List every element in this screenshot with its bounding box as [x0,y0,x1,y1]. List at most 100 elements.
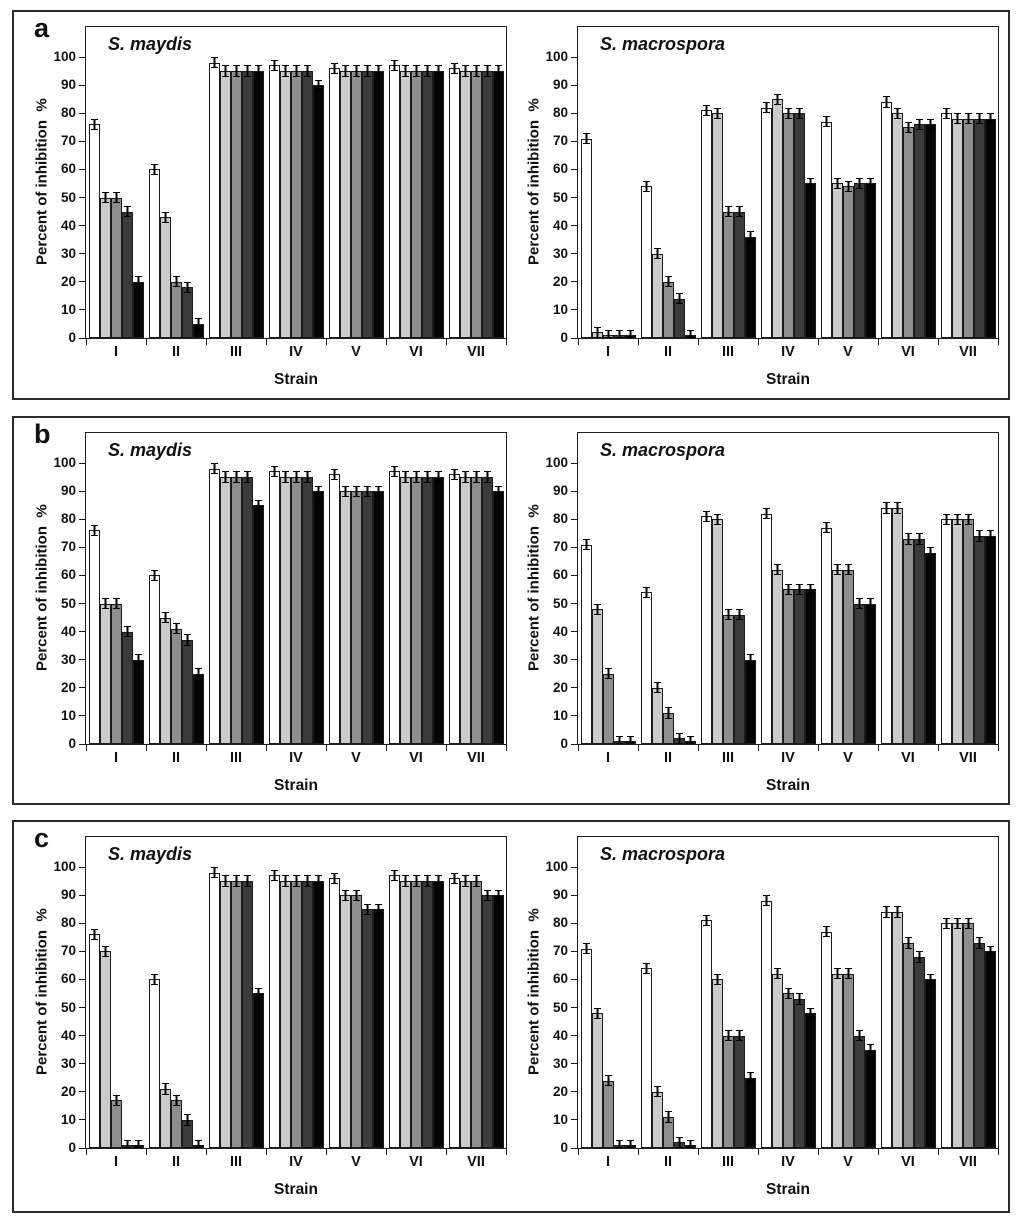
error-bar [713,513,721,525]
x-category-label: V [843,750,853,766]
error-bar [626,1139,634,1149]
error-bar [915,951,923,963]
bar-black [432,471,444,744]
x-category-label: IV [289,1154,303,1170]
error-bar [746,1072,754,1084]
x-tick [505,1148,507,1155]
bar-black [132,276,144,338]
bar-white [760,895,772,1148]
error-bar [292,65,300,77]
bar-white [640,962,652,1148]
x-category-label: IV [781,344,795,360]
error-bar [833,564,841,576]
y-tick-label: 10 [552,707,568,723]
x-tick [205,744,207,751]
bar-dark-gray [241,875,253,1148]
bar-white [640,586,652,744]
y-tick [571,1147,578,1149]
y-tick [571,56,578,58]
error-bar [221,875,229,887]
error-bar [833,177,841,190]
error-bar [161,211,169,223]
bar-group [386,837,446,1148]
y-tick-label: 70 [552,539,568,555]
error-bar [90,928,98,941]
bar-mid-gray [470,875,482,1148]
bar-white [760,507,772,744]
bar-white [388,869,400,1148]
y-tick-label: 60 [552,161,568,177]
bar-light-gray [99,945,111,1148]
x-category-label: II [171,1154,181,1170]
bar-white [880,96,892,338]
bar-black [624,329,636,339]
y-tick-label: 100 [53,455,76,470]
error-bar [101,945,109,957]
error-bar [341,485,349,497]
error-bar [735,1030,743,1042]
error-bar [882,502,890,514]
bar-dark-gray [733,205,745,338]
error-bar [243,875,251,887]
error-bar [904,533,912,545]
error-bar [363,903,371,915]
bar-dark-gray [673,732,685,745]
bar-light-gray [99,597,111,744]
bar-light-gray [651,1086,663,1148]
y-tick [571,659,578,661]
y-tick [571,281,578,283]
error-bar [303,471,311,483]
bar-dark-gray [973,530,985,744]
y-tick-label: 20 [60,1083,76,1099]
bar-white [880,502,892,744]
bar-group [578,433,638,745]
bar-light-gray [99,191,111,338]
x-category-label: V [351,750,361,766]
x-tick [937,338,939,345]
error-bar [194,668,202,680]
error-bar [953,513,961,525]
x-category-label: VI [901,344,915,360]
bar-white [88,524,100,744]
error-bar [626,735,634,745]
bar-light-gray [831,564,843,744]
error-bar [675,732,683,745]
x-category-label: II [171,750,181,766]
error-bar [866,177,874,190]
bar-dark-gray [613,1139,625,1149]
bar-mid-gray [170,623,182,744]
bar-mid-gray [230,65,242,338]
error-bar [593,603,601,615]
error-bar [150,973,158,986]
y-tick-label: 20 [552,1083,568,1099]
y-tick [79,197,86,198]
error-bar [713,107,721,119]
error-bar [194,318,202,330]
error-bar [412,875,420,887]
y-tick [79,490,86,492]
error-bar [866,597,874,610]
error-bar [134,654,142,666]
x-tick [877,744,879,751]
bar-dark-gray [913,951,925,1148]
y-tick-label: 100 [545,455,568,470]
y-tick [571,1007,578,1008]
x-axis-label: Strain [274,777,318,794]
bar-light-gray [591,1007,603,1148]
y-tick [571,978,578,980]
error-bar [604,329,612,339]
y-tick-label: 60 [60,161,76,177]
bar-mid-gray [842,564,854,744]
x-category-label: I [605,750,611,766]
error-bar [281,65,289,77]
bar-group [266,27,326,338]
bar-black [372,903,384,1148]
bar-group [326,27,386,338]
bar-black [984,945,996,1148]
x-tick [577,744,579,751]
error-bar [434,65,442,77]
y-tick [79,56,86,58]
y-tick-label: 0 [560,1140,568,1155]
bar-mid-gray [782,987,794,1148]
bar-group [446,433,506,744]
